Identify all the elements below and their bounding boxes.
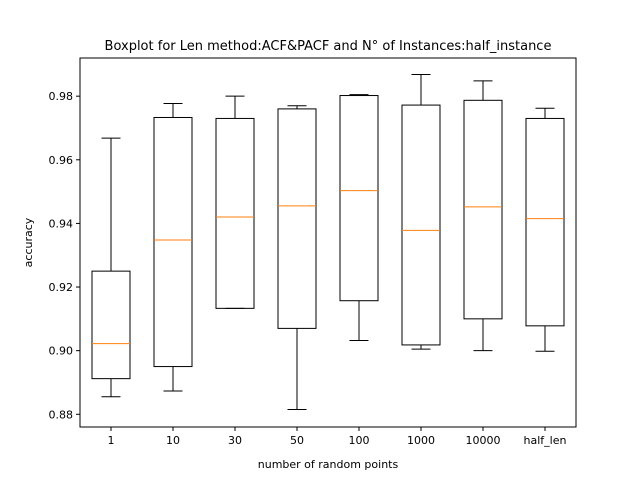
box xyxy=(463,99,503,320)
y-tick-label: 0.88 xyxy=(49,408,74,421)
x-tick-label: 10000 xyxy=(466,434,501,447)
y-tick-label: 0.94 xyxy=(49,217,74,230)
plot-area: 0.88 0.90 0.92 0.94 0.96 0.98 1 10 30 50 100 1000 10… xyxy=(49,74,567,447)
box xyxy=(525,117,565,327)
x-axis-label: number of random points xyxy=(258,458,399,471)
x-tick-label: 30 xyxy=(228,434,242,447)
y-tick-label: 0.98 xyxy=(49,90,74,103)
box xyxy=(91,270,131,380)
x-tick-label: 100 xyxy=(349,434,370,447)
y-tick-label: 0.92 xyxy=(49,281,74,294)
x-tick-label: 1 xyxy=(108,434,115,447)
box xyxy=(215,117,255,309)
y-tick-label: 0.96 xyxy=(49,154,74,167)
x-tick-label: 1000 xyxy=(407,434,435,447)
y-tick-label: 0.90 xyxy=(49,345,74,358)
box xyxy=(153,116,193,368)
box xyxy=(401,104,441,346)
x-tick-label: 50 xyxy=(290,434,304,447)
x-tick-label: 10 xyxy=(166,434,180,447)
y-axis-label: accuracy xyxy=(22,217,35,267)
chart-title: Boxplot for Len method:ACF&PACF and N° o… xyxy=(105,39,552,54)
box xyxy=(339,95,379,302)
x-tick-label: half_len xyxy=(524,434,567,447)
axes-frame xyxy=(79,57,577,428)
box xyxy=(277,108,317,329)
